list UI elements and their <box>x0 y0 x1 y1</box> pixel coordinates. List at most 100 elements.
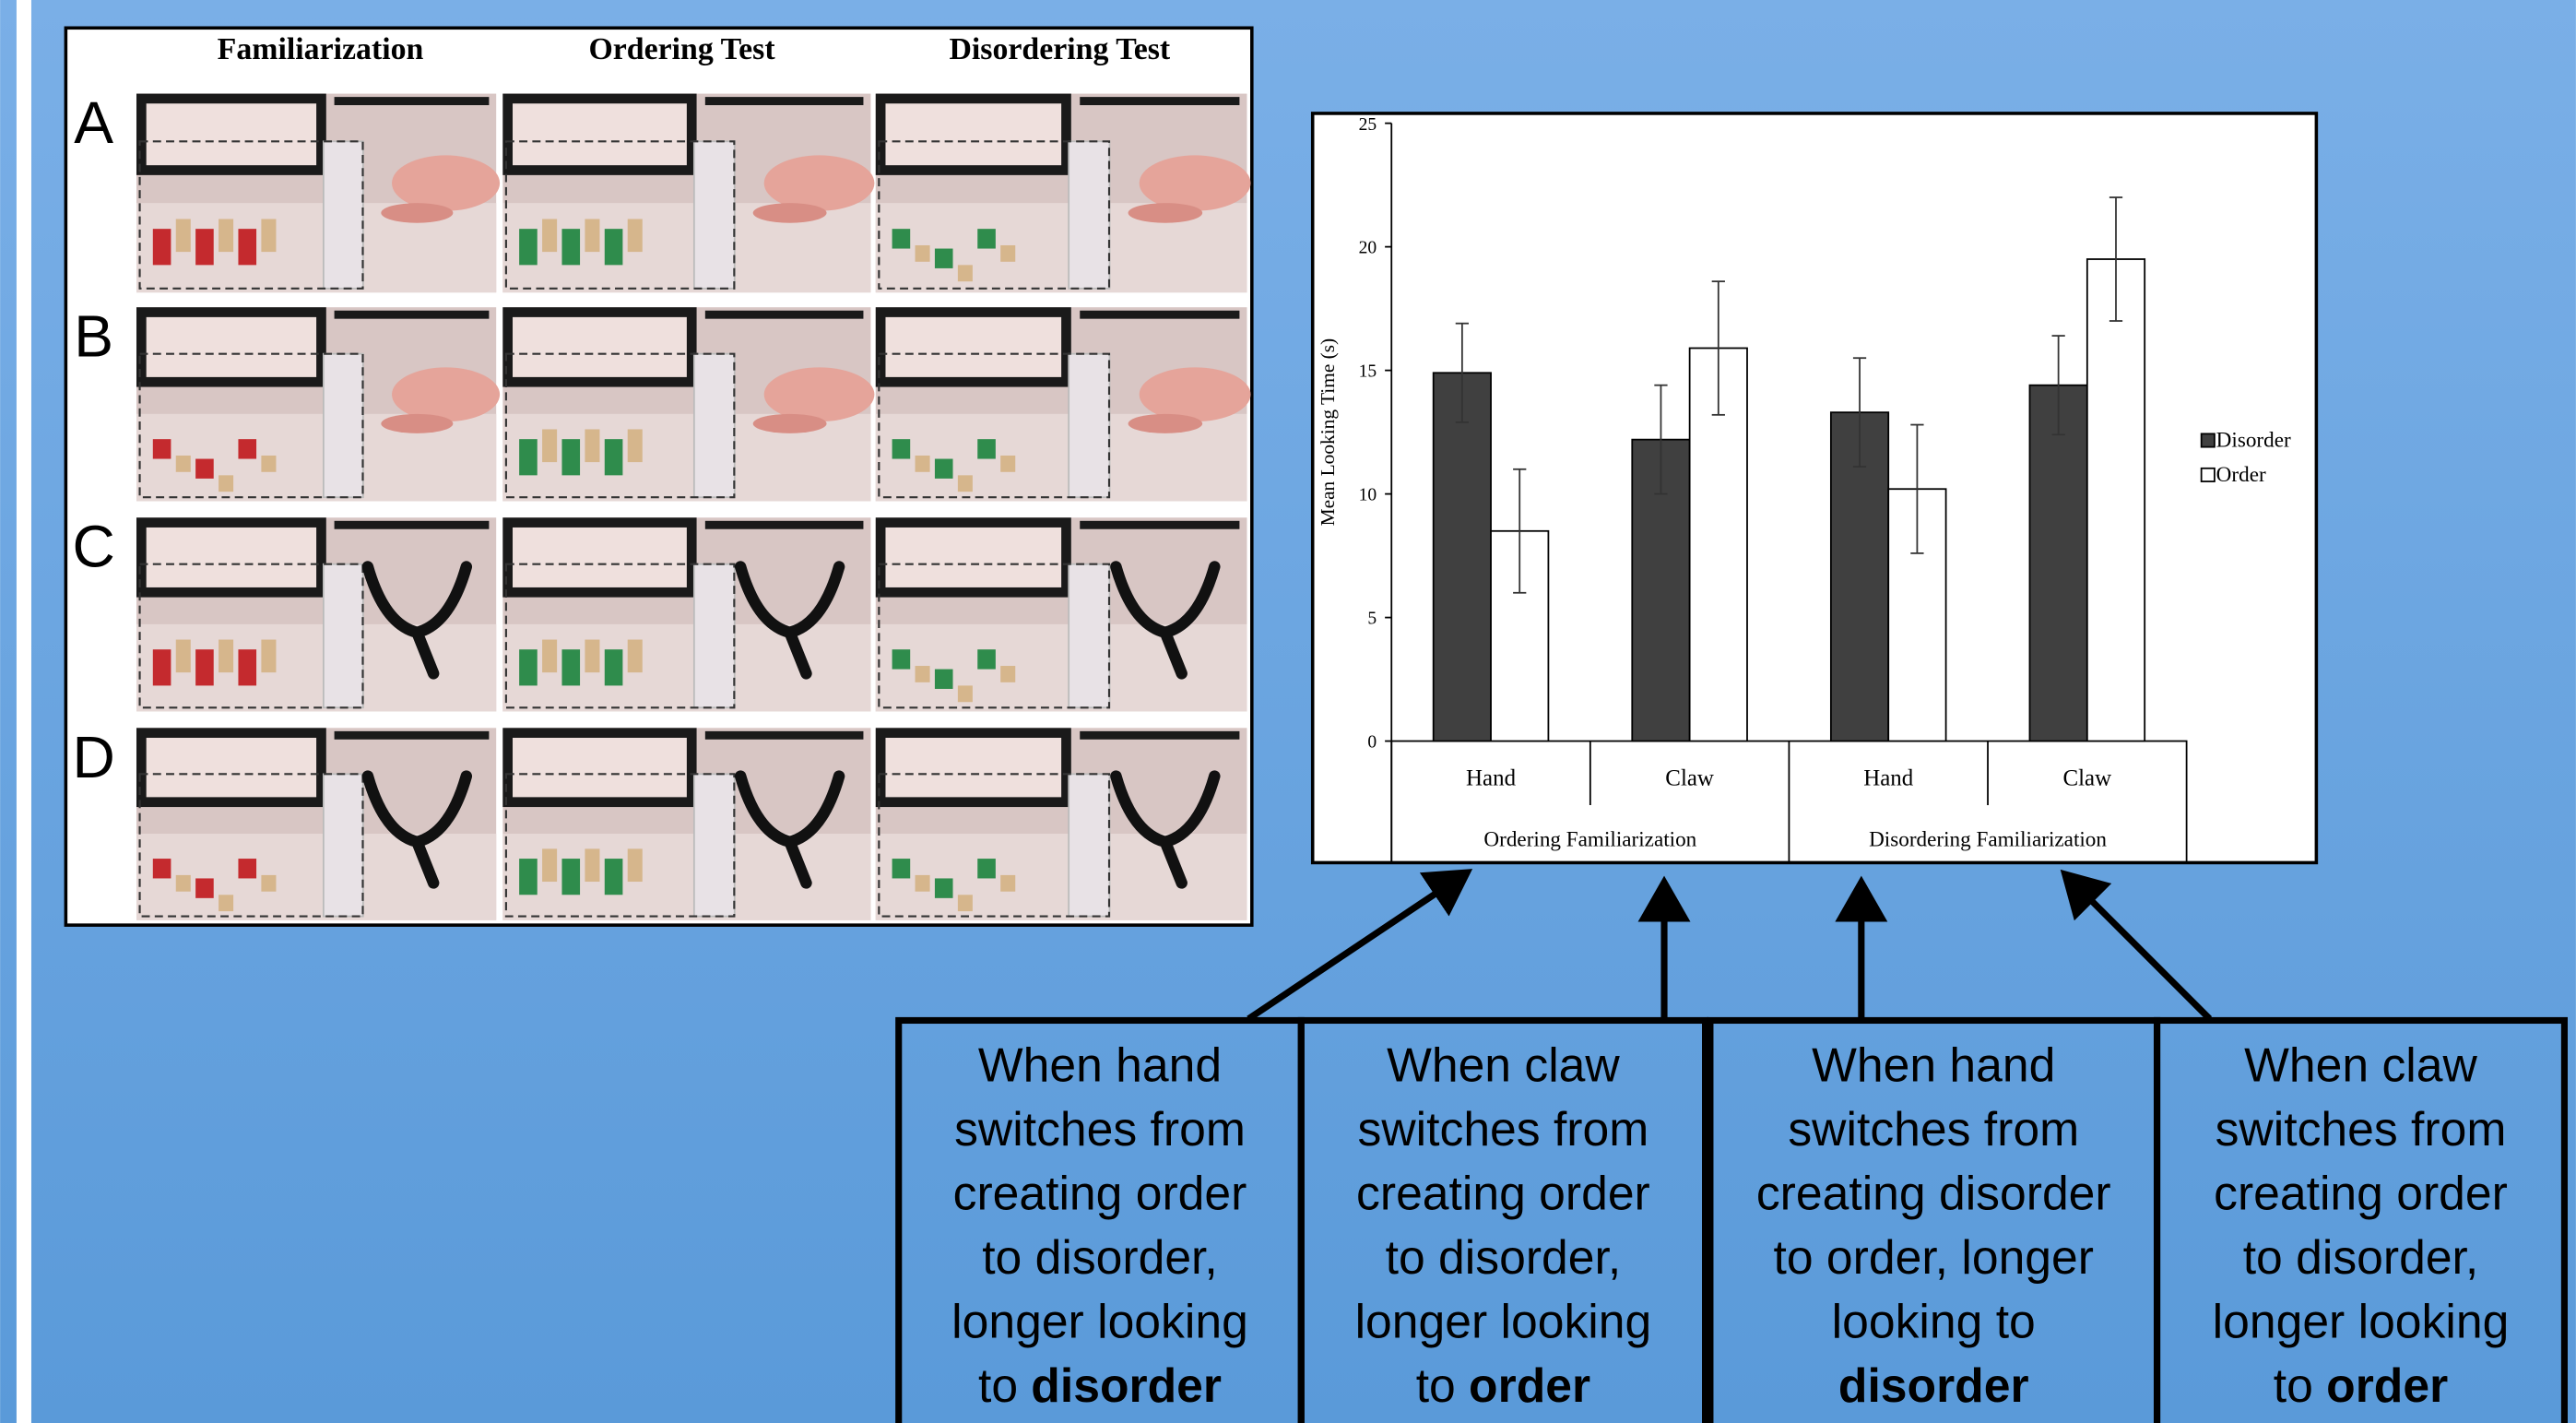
callout-line: When claw <box>1387 1038 1620 1091</box>
callouts: When hand switches from creating order to d… <box>895 1016 2568 1423</box>
block <box>542 429 558 463</box>
block <box>585 848 600 883</box>
block <box>892 649 911 670</box>
hand <box>763 155 875 211</box>
callout-text: to <box>978 1358 1018 1412</box>
claw <box>734 770 845 889</box>
callout-text: switches from <box>2216 1102 2507 1156</box>
callout-text: to <box>2274 1358 2313 1412</box>
block <box>627 429 643 463</box>
side-stripe <box>16 0 31 1423</box>
block <box>627 219 643 253</box>
callout-line: creating order <box>2214 1166 2508 1219</box>
block <box>195 878 214 898</box>
block <box>627 639 643 673</box>
callout-line: switches from <box>1358 1102 1649 1156</box>
screen-frame <box>136 93 326 175</box>
screen-frame <box>875 517 1071 598</box>
callout-line: creating order <box>953 1166 1247 1219</box>
block <box>238 859 257 879</box>
screen-frame <box>502 517 697 598</box>
error-bar <box>1852 357 1867 468</box>
hand <box>1139 367 1251 422</box>
screen-frame <box>875 728 1071 808</box>
callout-text: looking to <box>1832 1294 2036 1347</box>
occluder <box>323 773 364 918</box>
photo <box>136 307 501 502</box>
dashed-region <box>138 352 364 499</box>
claw <box>361 770 473 889</box>
block <box>1000 455 1016 472</box>
callout-line: disorder <box>1838 1358 2029 1412</box>
y-tick-label: 5 <box>1367 610 1377 629</box>
y-tick-label: 25 <box>1359 115 1377 135</box>
screen-frame <box>502 93 697 175</box>
claw <box>734 561 845 680</box>
group-label: Disordering Familiarization <box>1869 828 2107 852</box>
error-bar <box>1654 384 1668 495</box>
callout-text: switches from <box>954 1102 1246 1156</box>
block <box>152 439 171 459</box>
block <box>175 639 191 673</box>
callout-text: creating order <box>2214 1166 2508 1219</box>
arrow <box>1247 869 1473 1022</box>
block <box>1000 244 1016 262</box>
claw <box>1110 561 1221 680</box>
y-tick-label: 15 <box>1359 362 1377 382</box>
block <box>238 439 257 459</box>
photo <box>875 728 1247 920</box>
block <box>892 229 911 249</box>
photo <box>502 728 871 920</box>
group-label: Ordering Familiarization <box>1483 828 1696 852</box>
block <box>219 895 234 912</box>
column-header: Ordering Test <box>588 32 775 66</box>
bar <box>2028 384 2088 742</box>
block <box>238 229 257 266</box>
error-bar <box>1455 322 1469 423</box>
callout-text: to disorder, <box>2243 1230 2479 1284</box>
photo <box>875 307 1251 502</box>
block <box>261 455 277 472</box>
bar <box>2086 258 2146 742</box>
callout-line: to order <box>2274 1358 2448 1412</box>
callout-line: When claw <box>2244 1038 2477 1091</box>
frame-post <box>334 730 490 740</box>
table-surface <box>502 623 871 712</box>
hand <box>752 203 827 223</box>
block <box>915 244 930 262</box>
callout-text: to <box>1416 1358 1456 1412</box>
dashed-region <box>504 352 736 499</box>
figure: Familiarization Ordering Test Disordering … <box>73 32 1251 920</box>
x-tick-label: Hand <box>1466 766 1517 791</box>
callout-text: switches from <box>1788 1102 2079 1156</box>
hand <box>763 367 875 422</box>
row-label: D <box>73 724 115 790</box>
screen-frame <box>136 728 326 808</box>
block <box>219 639 234 673</box>
chart: 0 5 10 15 20 25 Mean Looking Time (s) Hand Claw H… <box>1317 115 2291 864</box>
frame-post <box>1080 520 1240 529</box>
dashed-region <box>878 352 1111 499</box>
callout-text: to disorder, <box>1386 1230 1622 1284</box>
block <box>604 229 623 266</box>
block <box>561 439 581 476</box>
screen-frame <box>502 307 697 387</box>
x-tick-label: Claw <box>2063 766 2112 791</box>
block <box>627 848 643 883</box>
block <box>261 219 277 253</box>
legend-swatch <box>2200 433 2216 448</box>
block <box>175 455 191 472</box>
frame-post <box>704 520 864 529</box>
callout-line: looking to <box>1832 1294 2036 1347</box>
bar <box>1432 372 1492 742</box>
block <box>561 859 581 895</box>
occluder <box>323 352 364 499</box>
x-tick-label: Hand <box>1863 766 1914 791</box>
callout-line: to disorder, <box>982 1230 1218 1284</box>
block <box>892 439 911 459</box>
frame-post <box>704 97 864 106</box>
dashed-region <box>878 563 1111 709</box>
callout-text: to disorder, <box>982 1230 1218 1284</box>
photo <box>136 93 501 293</box>
